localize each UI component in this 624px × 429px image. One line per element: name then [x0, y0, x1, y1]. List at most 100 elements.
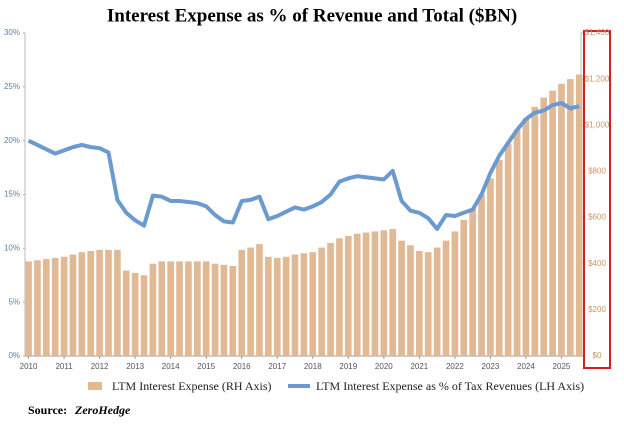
bar	[442, 240, 450, 356]
bar	[265, 256, 272, 356]
bar	[371, 231, 379, 356]
bar	[531, 106, 539, 356]
bar	[291, 254, 299, 356]
bar	[25, 261, 32, 356]
bar	[158, 261, 166, 356]
bar	[309, 252, 317, 356]
y2-tick-label: $1,000	[585, 120, 610, 129]
bar	[344, 236, 352, 356]
x-tick-label: 2011	[55, 362, 73, 371]
bar	[353, 233, 361, 356]
bar	[416, 251, 423, 356]
bar	[336, 238, 343, 356]
x-tick-label: 2023	[482, 362, 500, 371]
y-tick-label: 0%	[8, 351, 20, 360]
y2-tick-label: $400	[588, 259, 606, 268]
bar	[96, 249, 103, 356]
bar	[229, 266, 237, 356]
legend-label: LTM Interest Expense (RH Axis)	[112, 379, 272, 393]
bar	[105, 249, 112, 356]
y-tick-label: 15%	[4, 190, 20, 199]
bar	[327, 242, 334, 356]
bar	[220, 264, 228, 356]
bar	[558, 83, 565, 356]
bar	[238, 249, 246, 356]
bar	[193, 261, 201, 356]
bar	[389, 229, 397, 356]
bar	[451, 231, 459, 356]
y-tick-label: 25%	[4, 82, 20, 91]
bar	[540, 97, 548, 356]
bar	[51, 257, 59, 356]
y2-tick-label: $600	[588, 213, 606, 222]
x-tick-label: 2025	[553, 362, 571, 371]
y2-tick-label: $800	[588, 167, 606, 176]
bar	[460, 219, 468, 356]
bar	[424, 252, 432, 356]
bar	[60, 256, 68, 356]
bar	[34, 260, 41, 356]
line	[27, 100, 580, 231]
bar	[185, 261, 192, 356]
bar	[469, 208, 476, 356]
bar	[149, 263, 157, 356]
bar	[362, 232, 370, 356]
x-tick-label: 2013	[126, 362, 144, 371]
bar	[256, 244, 263, 356]
bar	[78, 252, 86, 356]
bar	[211, 263, 219, 356]
legend-swatch	[88, 382, 102, 390]
x-tick-label: 2012	[91, 362, 109, 371]
source-name: ZeroHedge	[74, 403, 131, 417]
x-tick-label: 2019	[339, 362, 357, 371]
bar	[567, 79, 574, 357]
x-tick-label: 2015	[197, 362, 215, 371]
y-tick-label: 5%	[8, 297, 20, 306]
bar	[69, 254, 77, 356]
bar	[300, 253, 308, 356]
bar	[247, 247, 254, 356]
bar	[114, 249, 121, 356]
y2-tick-label: $1,400	[585, 28, 610, 37]
bar	[42, 259, 50, 356]
bar	[380, 230, 388, 356]
x-tick-label: 2010	[20, 362, 38, 371]
x-tick-label: 2017	[268, 362, 286, 371]
bar	[513, 129, 521, 356]
bar	[140, 275, 148, 356]
bar	[549, 90, 556, 356]
bar	[167, 261, 174, 356]
bar	[318, 247, 325, 356]
bar	[487, 178, 494, 356]
bar	[273, 257, 281, 356]
bar	[87, 251, 95, 356]
x-tick-label: 2016	[233, 362, 251, 371]
bar	[522, 118, 530, 356]
bar	[202, 261, 210, 356]
bar	[282, 256, 290, 356]
y-tick-label: 10%	[4, 243, 20, 252]
x-tick-label: 2022	[446, 362, 464, 371]
y-tick-label: 20%	[4, 136, 20, 145]
highlight-box	[583, 30, 611, 369]
y2-tick-label: $1,200	[585, 74, 610, 83]
bar	[176, 261, 183, 356]
bar	[495, 159, 503, 356]
bar	[504, 143, 512, 356]
chart-title: Interest Expense as % of Revenue and Tot…	[107, 5, 517, 26]
x-tick-label: 2020	[375, 362, 393, 371]
bar	[398, 240, 405, 356]
x-tick-label: 2018	[304, 362, 322, 371]
x-tick-label: 2021	[410, 362, 428, 371]
legend-label: LTM Interest Expense as % of Tax Revenue…	[316, 379, 584, 393]
bar	[478, 194, 485, 356]
source-label: Source:	[28, 403, 67, 417]
y2-tick-label: $200	[588, 305, 606, 314]
bar	[575, 74, 583, 357]
bar	[131, 272, 139, 356]
y2-tick-label: $0	[593, 351, 602, 360]
bar	[433, 247, 441, 356]
x-tick-label: 2014	[162, 362, 180, 371]
